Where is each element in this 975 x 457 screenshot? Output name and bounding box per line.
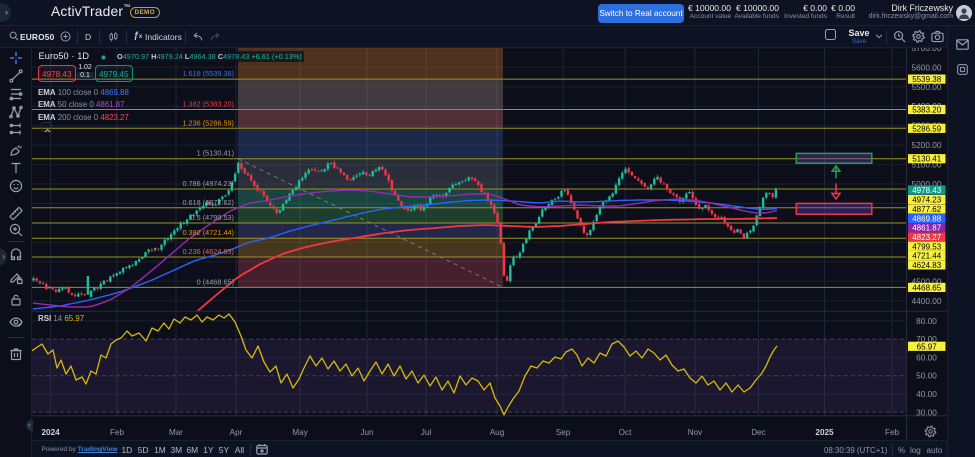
svg-text:0.786 (4974.23): 0.786 (4974.23) [182, 179, 234, 188]
svg-text:Feb: Feb [885, 428, 900, 437]
svg-text:80.00: 80.00 [916, 316, 937, 326]
svg-text:1.618 (5539.38): 1.618 (5539.38) [182, 69, 234, 78]
svg-text:2025: 2025 [815, 428, 834, 437]
svg-text:0.5 (4799.53): 0.5 (4799.53) [191, 213, 234, 222]
svg-text:0.382 (4721.44): 0.382 (4721.44) [182, 228, 234, 237]
svg-text:5200.00: 5200.00 [912, 140, 942, 150]
svg-text:4468.65: 4468.65 [912, 283, 941, 292]
svg-text:4799.53: 4799.53 [912, 242, 941, 251]
svg-text:40.00: 40.00 [916, 389, 937, 399]
svg-text:4500.00: 4500.00 [912, 276, 942, 286]
svg-text:Jul: Jul [421, 428, 432, 437]
svg-text:2024: 2024 [41, 428, 60, 437]
svg-text:Sep: Sep [556, 428, 571, 437]
svg-text:50.00: 50.00 [916, 371, 937, 381]
svg-text:1.382 (5383.20): 1.382 (5383.20) [182, 100, 234, 109]
svg-text:Apr: Apr [230, 428, 243, 437]
svg-text:5130.41: 5130.41 [912, 155, 941, 164]
svg-text:5539.38: 5539.38 [912, 75, 941, 84]
svg-text:0 (4468.65): 0 (4468.65) [197, 277, 234, 286]
svg-text:Mar: Mar [169, 428, 183, 437]
svg-text:4400.00: 4400.00 [912, 296, 942, 306]
svg-text:Oct: Oct [619, 428, 632, 437]
svg-text:65.97: 65.97 [917, 342, 938, 351]
svg-text:4974.23: 4974.23 [912, 196, 941, 205]
svg-text:5383.20: 5383.20 [912, 106, 941, 115]
svg-text:5600.00: 5600.00 [912, 62, 942, 72]
svg-text:May: May [292, 428, 308, 437]
svg-text:Feb: Feb [110, 428, 125, 437]
svg-text:0.618 (4877.62): 0.618 (4877.62) [182, 198, 234, 207]
svg-text:4978.43: 4978.43 [912, 186, 941, 195]
svg-text:4869.88: 4869.88 [912, 214, 941, 223]
svg-text:1 (5130.41): 1 (5130.41) [197, 149, 234, 158]
svg-text:4721.44: 4721.44 [912, 252, 941, 261]
svg-text:4861.87: 4861.87 [912, 224, 941, 233]
svg-text:4877.62: 4877.62 [912, 205, 941, 214]
svg-text:1.236 (5286.59): 1.236 (5286.59) [182, 118, 234, 127]
svg-text:5000.00: 5000.00 [912, 179, 942, 189]
svg-text:5700.00: 5700.00 [912, 43, 942, 53]
svg-text:30.00: 30.00 [916, 407, 937, 417]
svg-text:60.00: 60.00 [916, 352, 937, 362]
svg-text:5500.00: 5500.00 [912, 82, 942, 92]
svg-text:4823.27: 4823.27 [912, 233, 941, 242]
svg-text:Aug: Aug [490, 428, 505, 437]
svg-text:5100.00: 5100.00 [912, 160, 942, 170]
svg-text:70.00: 70.00 [916, 334, 937, 344]
svg-text:5286.59: 5286.59 [912, 124, 941, 133]
svg-text:Nov: Nov [688, 428, 703, 437]
svg-text:Dec: Dec [751, 428, 766, 437]
svg-text:4624.83: 4624.83 [912, 261, 941, 270]
svg-text:Jun: Jun [360, 428, 374, 437]
svg-text:0.236 (4624.83): 0.236 (4624.83) [182, 247, 234, 256]
